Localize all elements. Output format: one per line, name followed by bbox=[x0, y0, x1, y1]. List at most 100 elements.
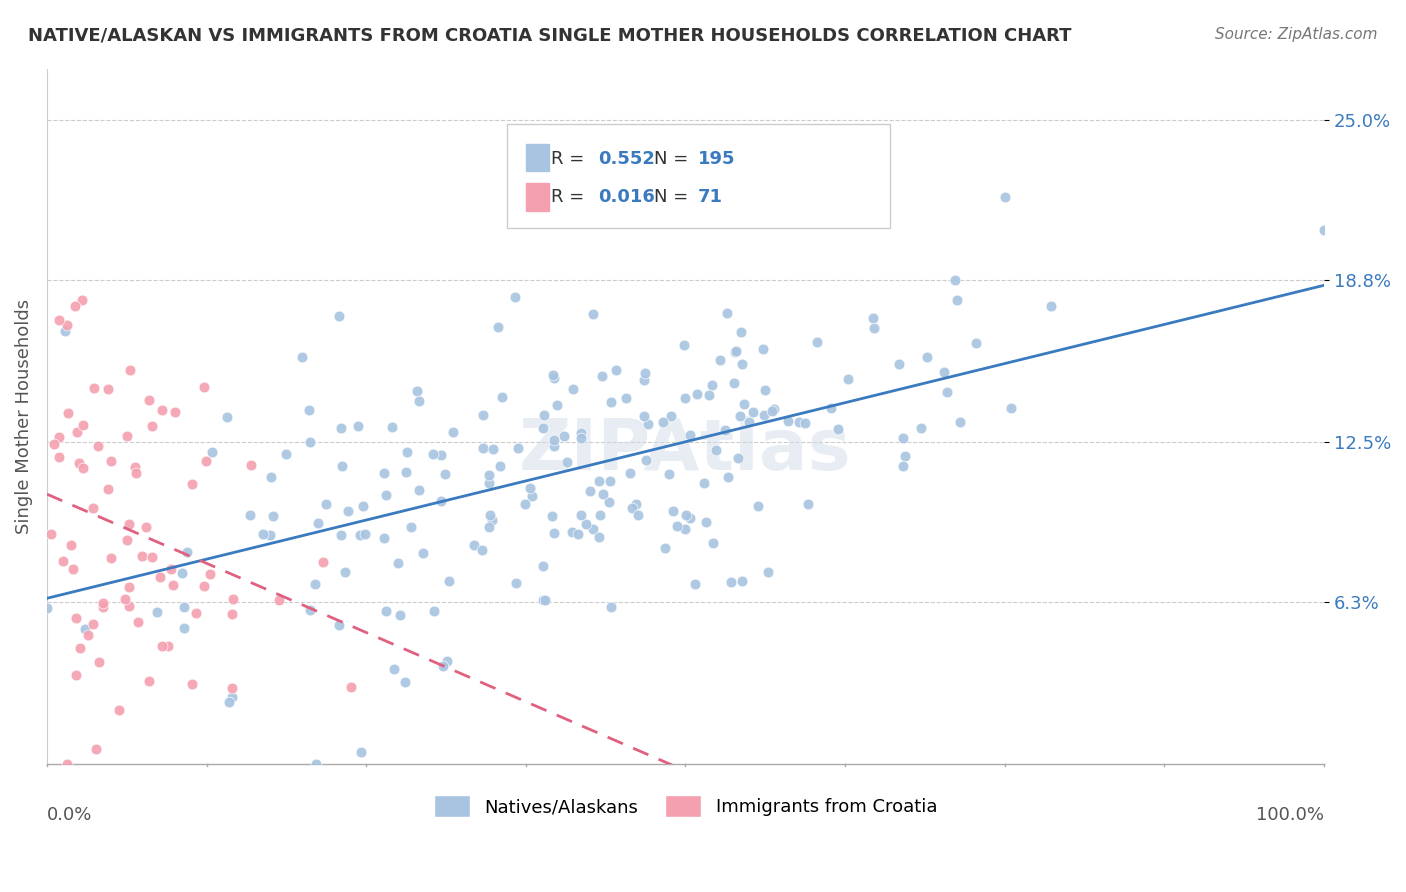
Point bbox=[181, 477, 204, 491]
Point bbox=[714, 423, 737, 437]
Point bbox=[614, 391, 637, 405]
Point bbox=[173, 599, 195, 614]
Point bbox=[118, 517, 141, 532]
Point bbox=[946, 293, 969, 307]
Point bbox=[91, 596, 114, 610]
Point bbox=[65, 611, 87, 625]
Point bbox=[97, 482, 120, 496]
Point bbox=[315, 497, 337, 511]
Point bbox=[100, 550, 122, 565]
Point bbox=[394, 675, 416, 690]
Point bbox=[827, 422, 849, 436]
Point bbox=[478, 467, 501, 482]
Point bbox=[543, 434, 565, 448]
Point bbox=[700, 377, 723, 392]
Point bbox=[117, 429, 139, 443]
Point bbox=[72, 461, 94, 475]
Point bbox=[519, 482, 541, 496]
Point bbox=[305, 756, 328, 771]
Point bbox=[430, 494, 453, 508]
Point bbox=[87, 439, 110, 453]
Point bbox=[160, 562, 183, 576]
Point bbox=[373, 466, 395, 480]
Point bbox=[259, 528, 281, 542]
Point bbox=[149, 570, 172, 584]
Point bbox=[569, 425, 592, 440]
Point bbox=[724, 345, 747, 359]
Text: ZIPAtlas: ZIPAtlas bbox=[519, 417, 852, 485]
Point bbox=[531, 558, 554, 573]
Point bbox=[382, 662, 405, 676]
Point bbox=[408, 394, 430, 409]
Legend: Natives/Alaskans, Immigrants from Croatia: Natives/Alaskans, Immigrants from Croati… bbox=[426, 788, 945, 824]
Point bbox=[131, 549, 153, 564]
Text: 195: 195 bbox=[699, 150, 735, 168]
Point bbox=[56, 406, 79, 420]
Point bbox=[346, 419, 368, 434]
Point bbox=[443, 425, 465, 439]
Point bbox=[679, 511, 702, 525]
Point bbox=[333, 565, 356, 579]
Bar bbox=[526, 183, 548, 211]
Point bbox=[240, 458, 263, 472]
Point bbox=[589, 508, 612, 523]
Point bbox=[298, 603, 321, 617]
Point bbox=[472, 408, 495, 422]
Point bbox=[727, 451, 749, 466]
Point bbox=[163, 405, 186, 419]
Point bbox=[328, 309, 350, 323]
Point bbox=[637, 417, 659, 431]
Point bbox=[55, 756, 77, 771]
Point bbox=[82, 500, 104, 515]
Point bbox=[720, 574, 742, 589]
Point bbox=[401, 519, 423, 533]
Point bbox=[949, 415, 972, 429]
Point bbox=[543, 371, 565, 385]
Point bbox=[115, 533, 138, 547]
Point bbox=[935, 384, 957, 399]
Point bbox=[125, 466, 148, 480]
Point bbox=[48, 430, 70, 444]
Point bbox=[503, 290, 526, 304]
Point bbox=[778, 414, 800, 428]
Point bbox=[387, 556, 409, 570]
Point bbox=[546, 398, 568, 412]
Point bbox=[198, 567, 221, 582]
Point bbox=[217, 409, 239, 424]
Point bbox=[481, 513, 503, 527]
Point bbox=[731, 574, 754, 589]
Point bbox=[330, 458, 353, 473]
Point bbox=[48, 450, 70, 464]
Point bbox=[486, 320, 509, 334]
Point bbox=[533, 409, 555, 423]
Point bbox=[666, 519, 689, 533]
Point bbox=[312, 556, 335, 570]
Point bbox=[193, 380, 215, 394]
Point bbox=[742, 405, 765, 419]
Point bbox=[83, 381, 105, 395]
Point bbox=[591, 369, 613, 384]
Point bbox=[806, 334, 828, 349]
Point bbox=[1039, 299, 1062, 313]
Point bbox=[915, 351, 938, 365]
Point bbox=[221, 690, 243, 704]
Point bbox=[52, 554, 75, 568]
Point bbox=[561, 524, 583, 539]
Point bbox=[569, 508, 592, 522]
Point bbox=[717, 470, 740, 484]
Point bbox=[889, 357, 911, 371]
Point bbox=[505, 575, 527, 590]
Point bbox=[405, 384, 427, 399]
Point bbox=[430, 448, 453, 462]
Point bbox=[91, 600, 114, 615]
Point bbox=[793, 416, 815, 430]
Point bbox=[733, 397, 755, 411]
Point bbox=[731, 357, 754, 371]
Text: 100.0%: 100.0% bbox=[1256, 805, 1324, 823]
Point bbox=[145, 605, 167, 619]
Point bbox=[730, 325, 752, 339]
Point bbox=[186, 606, 208, 620]
Point bbox=[39, 527, 62, 541]
Point bbox=[673, 338, 696, 352]
Point bbox=[82, 617, 104, 632]
